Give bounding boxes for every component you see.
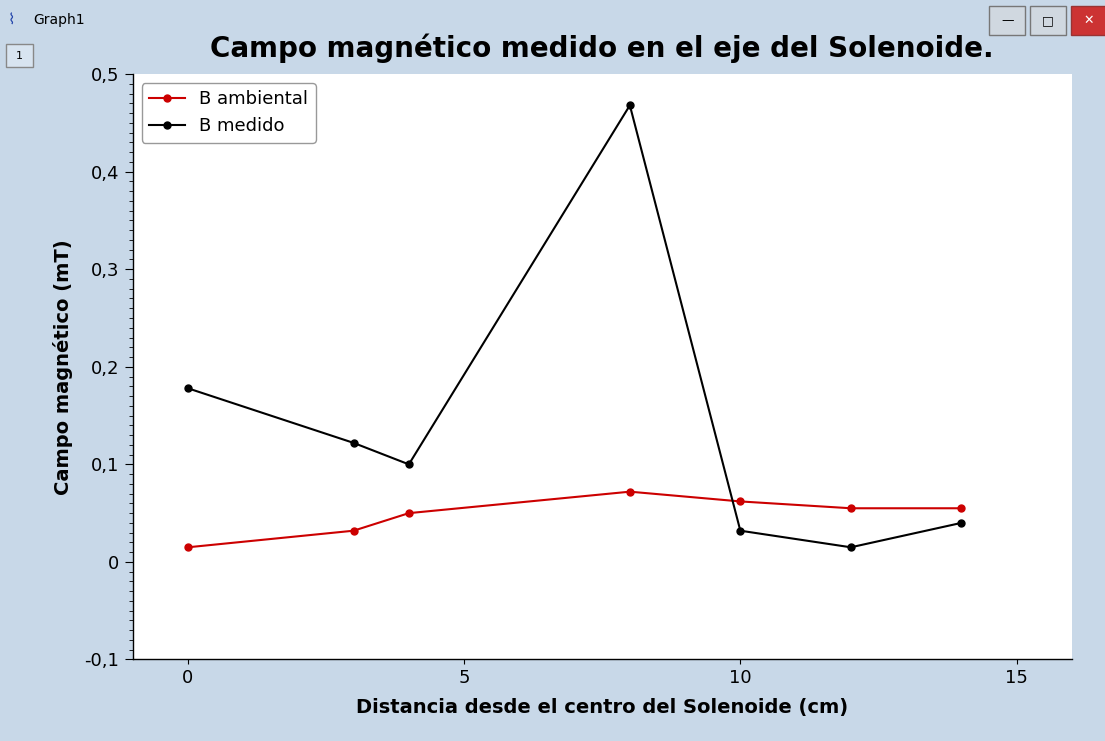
Text: ✕: ✕ [1084, 14, 1094, 27]
Line: B medido: B medido [185, 102, 965, 551]
B medido [844, 543, 857, 552]
B medido [955, 519, 968, 528]
X-axis label: Distancia desde el centro del Solenoide (cm): Distancia desde el centro del Solenoide … [356, 698, 849, 717]
Title: Campo magnético medido en el eje del Solenoide.: Campo magnético medido en el eje del Sol… [210, 34, 994, 64]
Text: 1: 1 [15, 50, 23, 61]
B medido [347, 439, 360, 448]
B medido [181, 384, 194, 393]
Text: □: □ [1042, 14, 1054, 27]
Legend: B ambiental, B medido: B ambiental, B medido [141, 83, 316, 142]
B medido [623, 101, 636, 110]
FancyBboxPatch shape [1030, 6, 1066, 35]
B ambiental [181, 543, 194, 552]
B ambiental [402, 508, 415, 517]
B ambiental [955, 504, 968, 513]
Text: —: — [1001, 14, 1013, 27]
B ambiental [844, 504, 857, 513]
Line: B ambiental: B ambiental [185, 488, 965, 551]
B ambiental [347, 526, 360, 535]
B medido [734, 526, 747, 535]
Text: Graph1: Graph1 [33, 13, 85, 27]
B medido [402, 460, 415, 469]
FancyBboxPatch shape [1071, 6, 1105, 35]
FancyBboxPatch shape [989, 6, 1025, 35]
B ambiental [623, 488, 636, 496]
FancyBboxPatch shape [6, 44, 33, 67]
Text: ⌇: ⌇ [8, 13, 15, 28]
B ambiental [734, 497, 747, 506]
Y-axis label: Campo magnético (mT): Campo magnético (mT) [53, 239, 73, 494]
